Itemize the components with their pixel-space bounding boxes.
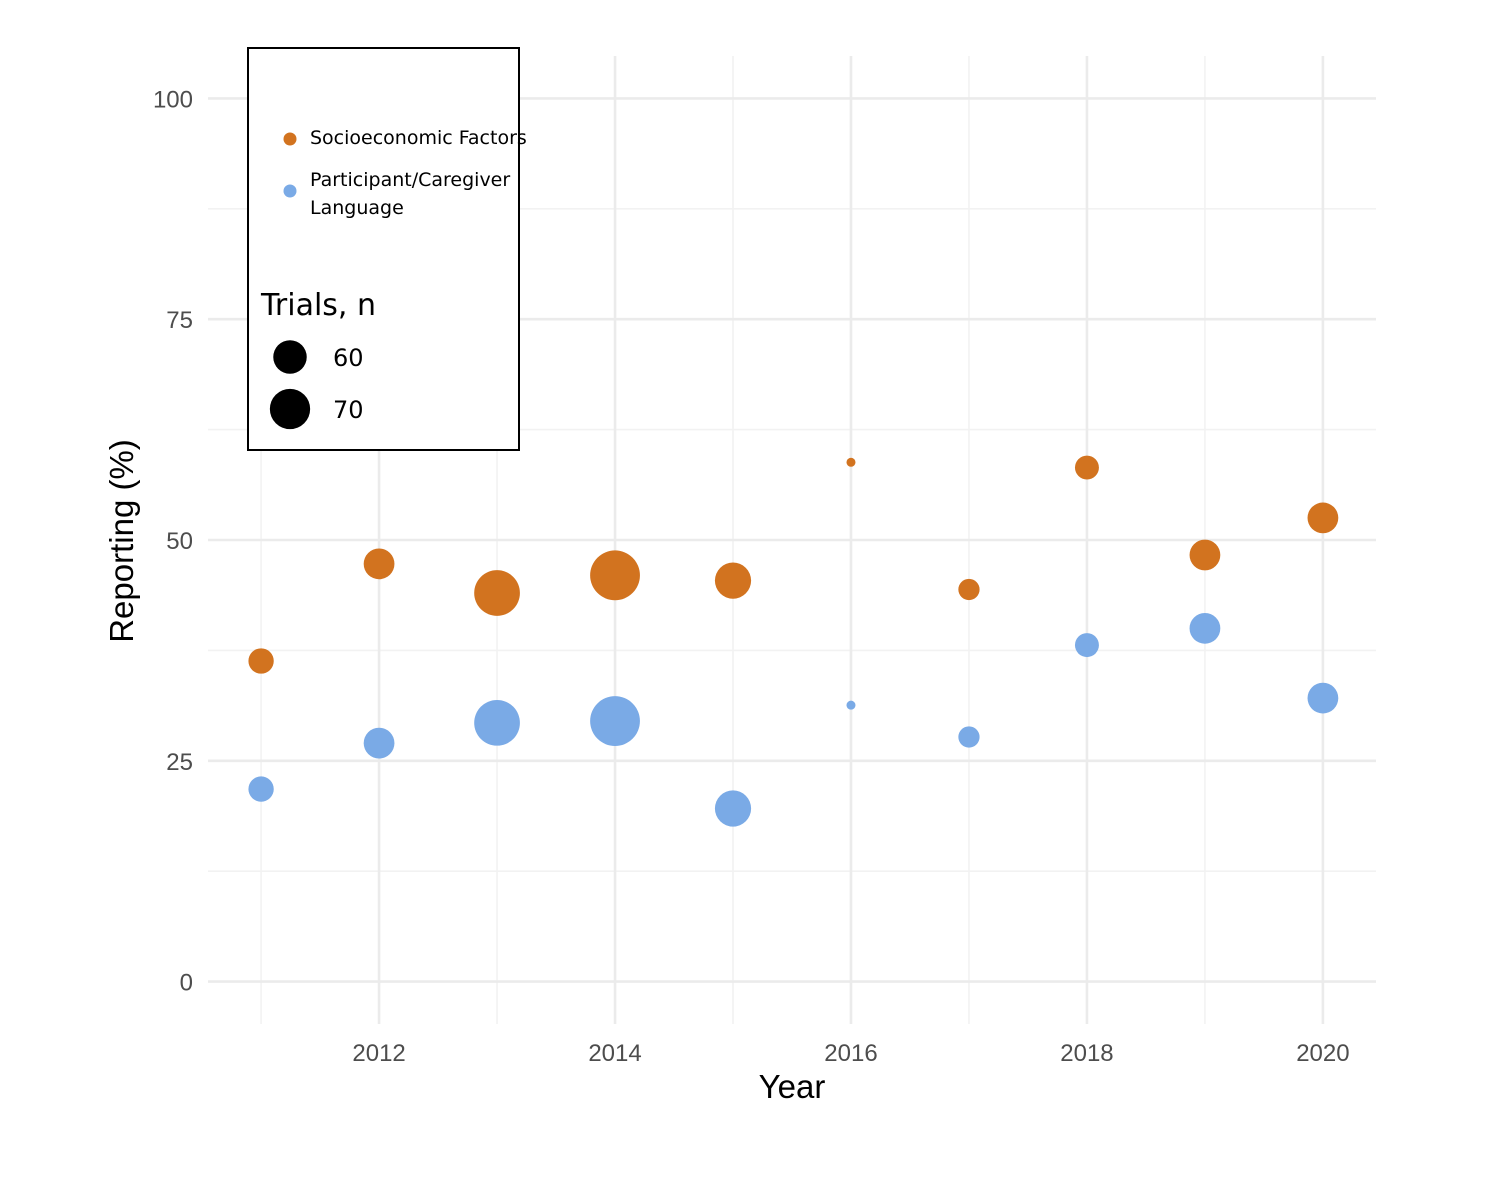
data-point-series-2 [958,726,980,748]
axes: Year Reporting (%) 0 25 50 75 100 2012 2014 201… [103,86,1350,1105]
y-axis-title: Reporting (%) [103,439,140,643]
legend-label-language: Participant/Caregiver Language [310,169,510,219]
size-legend-entries: 60 70 [269,340,364,430]
data-point-series-1 [248,648,274,674]
x-tick-label: 2020 [1296,1040,1349,1067]
x-tick-label: 2016 [824,1040,877,1067]
legend-marker-language [283,184,297,198]
data-points [248,455,1339,827]
y-tick-label: 50 [166,528,193,555]
data-point-series-2 [474,699,520,746]
legend: Socioeconomic Factors Participant/Caregi… [247,47,527,451]
data-point-series-1 [363,548,395,580]
legend-marker-socioeconomic [283,132,297,146]
data-point-series-1 [1189,539,1221,571]
y-tick-label: 100 [153,86,193,113]
size-legend-label: 70 [333,396,364,424]
data-point-series-1 [1307,502,1339,534]
data-point-series-1 [958,578,980,601]
y-tick-label: 0 [180,970,193,997]
y-tick-label: 25 [166,749,193,776]
legend-box [247,47,520,451]
data-point-series-1 [1074,455,1099,480]
x-tick-label: 2012 [352,1040,405,1067]
data-point-series-2 [846,700,856,710]
size-legend-marker [273,340,307,374]
data-point-series-2 [1189,612,1221,644]
data-point-series-2 [714,790,752,827]
data-point-series-2 [590,696,640,746]
y-tick-label: 75 [166,307,193,334]
size-legend-marker [269,388,311,430]
legend-label-socioeconomic: Socioeconomic Factors [310,127,527,149]
size-legend-label: 60 [333,344,364,372]
data-point-series-1 [714,562,752,599]
data-point-series-2 [248,776,274,802]
size-legend-title: Trials, n [260,288,376,323]
data-point-series-1 [590,550,640,601]
data-point-series-2 [1307,682,1339,714]
data-point-series-2 [1074,633,1099,658]
x-tick-label: 2014 [588,1040,641,1067]
data-point-series-1 [474,570,520,616]
x-axis-title: Year [759,1068,826,1105]
x-tick-label: 2018 [1060,1040,1113,1067]
data-point-series-1 [846,457,856,467]
data-point-series-2 [363,727,395,759]
